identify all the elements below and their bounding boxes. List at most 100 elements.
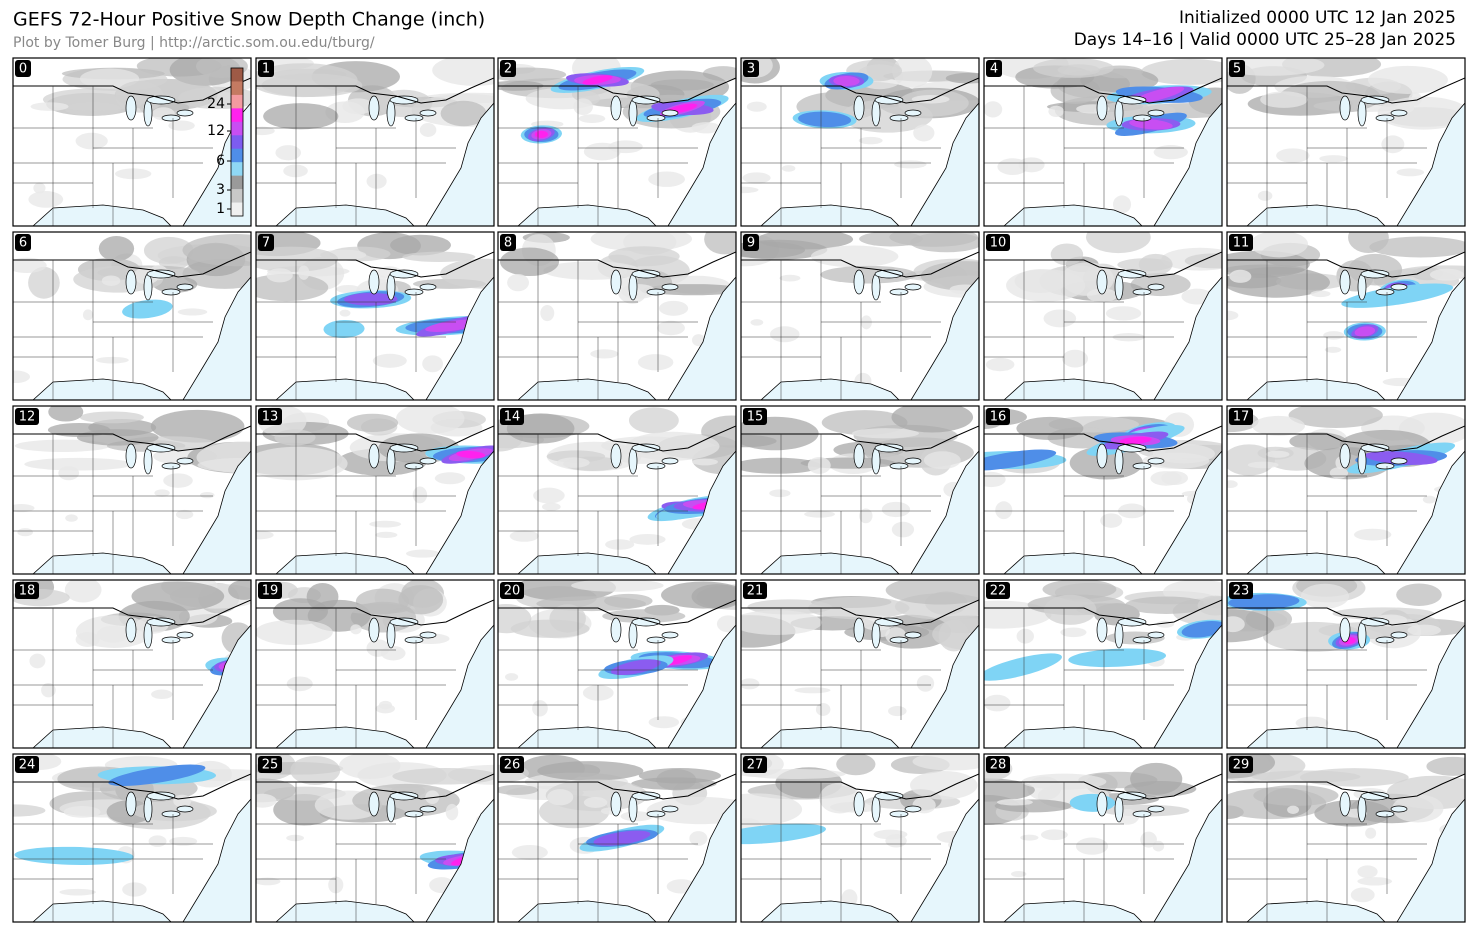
snow-band (14, 846, 134, 865)
light-snow (1227, 58, 1325, 76)
map-panel: 19 (255, 579, 495, 749)
trace-snow (1357, 865, 1378, 879)
lake (1117, 617, 1147, 627)
trace-snow (779, 274, 801, 282)
ocean (667, 624, 736, 748)
trace-snow (1354, 528, 1392, 541)
trace-snow (286, 676, 313, 692)
map-panel: 0 (12, 57, 252, 227)
ocean (1153, 450, 1222, 574)
lake (1147, 457, 1165, 465)
trace-snow (746, 101, 767, 112)
lake (125, 617, 137, 643)
trace-snow (804, 510, 835, 518)
trace-snow (1229, 269, 1252, 283)
trace-snow (657, 320, 685, 336)
trace-snow (29, 653, 46, 669)
lake (161, 114, 181, 122)
light-snow (143, 236, 194, 265)
trace-snow (859, 508, 873, 524)
lake (143, 99, 153, 127)
ocean (910, 450, 979, 574)
state-lines (984, 86, 1184, 226)
border (741, 773, 979, 800)
panel-frame (255, 231, 495, 401)
lake (404, 462, 424, 470)
lake (1096, 443, 1108, 469)
trace-snow (1152, 840, 1165, 852)
trace-snow (148, 835, 167, 847)
lake (1375, 810, 1395, 818)
lake (610, 617, 622, 643)
trace-snow (13, 504, 35, 513)
colorbar-segment (231, 202, 243, 217)
lake (1339, 95, 1351, 121)
light-snow (256, 63, 358, 98)
light-snow (228, 580, 251, 600)
map-panel: 22 (983, 579, 1223, 749)
border (13, 251, 251, 278)
lake (871, 447, 881, 475)
trace-snow (298, 265, 310, 280)
lake (404, 288, 424, 296)
member-label-box (500, 756, 524, 773)
lake (161, 810, 181, 818)
map-body (1227, 232, 1465, 400)
map-panel: 8 (497, 231, 737, 401)
map-panel: 2 (497, 57, 737, 227)
trace-snow (434, 472, 466, 485)
member-label-box (1229, 408, 1253, 425)
member-label-box (743, 756, 767, 773)
snow-band (1119, 436, 1152, 445)
lake (628, 795, 638, 823)
member-label: 4 (990, 62, 998, 77)
map-body (256, 58, 494, 226)
trace-snow (283, 164, 308, 178)
lake (904, 805, 922, 813)
map-body (984, 58, 1222, 226)
colorbar-label: 3 (216, 182, 225, 198)
ocean (182, 450, 251, 574)
snow-band (1341, 283, 1454, 308)
ocean (1396, 276, 1465, 400)
trace-snow (1153, 145, 1188, 160)
lake (1096, 269, 1108, 295)
member-label: 19 (262, 584, 279, 599)
ocean (425, 798, 494, 922)
map-panel: 29 (1226, 753, 1466, 923)
lake (874, 269, 904, 279)
panel-frame (12, 231, 252, 401)
lake (853, 269, 865, 295)
lake (1375, 636, 1395, 644)
map-body (498, 406, 736, 574)
lake (874, 617, 904, 627)
title: GEFS 72-Hour Positive Snow Depth Change … (13, 9, 485, 31)
state-lines (13, 434, 213, 574)
border (984, 425, 1222, 452)
state-lines (256, 782, 456, 922)
panel-frame (740, 753, 980, 923)
border (256, 77, 494, 104)
map-body (984, 754, 1222, 922)
light-snow (1227, 266, 1330, 298)
light-snow (704, 232, 736, 255)
light-snow (920, 261, 979, 291)
member-label: 18 (19, 584, 36, 599)
light-snow (1253, 785, 1339, 806)
lake (1096, 617, 1108, 643)
lake (386, 621, 396, 649)
lake (853, 791, 865, 817)
trace-snow (375, 703, 396, 714)
lake (874, 791, 904, 801)
map-panel: 1 (255, 57, 495, 227)
member-label-box (743, 582, 767, 599)
light-snow (1250, 232, 1309, 258)
map-panel: 4 (983, 57, 1223, 227)
trace-snow (380, 645, 406, 661)
lake (176, 109, 194, 117)
member-label-box (258, 408, 282, 425)
lake (125, 95, 137, 121)
panel-frame (255, 57, 495, 227)
trace-snow (17, 528, 33, 537)
light-snow (1138, 253, 1173, 276)
